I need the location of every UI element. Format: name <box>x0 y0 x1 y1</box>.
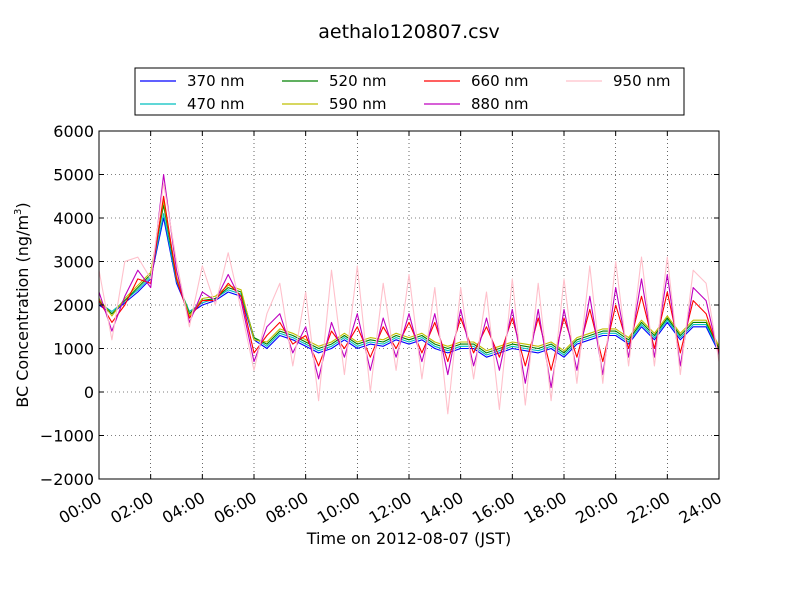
y-tick-label: −2000 <box>40 470 94 489</box>
series-line-660-nm <box>98 195 720 371</box>
y-axis-label-main: BC Concentration (ng/m <box>13 215 32 408</box>
x-tick-label: 14:00 <box>417 488 466 528</box>
y-tick-label: 2000 <box>53 296 94 315</box>
y-tick-label: 4000 <box>53 209 94 228</box>
x-tick-label: 12:00 <box>366 488 415 528</box>
legend-label-950-nm: 950 nm <box>613 72 671 90</box>
y-tick-label: 1000 <box>53 340 94 359</box>
grid <box>99 131 719 479</box>
legend-label-590-nm: 590 nm <box>329 95 387 113</box>
chart-title: aethalo120807.csv <box>318 21 500 43</box>
y-tick-label: 0 <box>84 383 94 402</box>
legend-label-370-nm: 370 nm <box>187 72 245 90</box>
ticks <box>98 130 720 480</box>
x-tick-label: 18:00 <box>521 488 570 528</box>
x-tick-label: 10:00 <box>314 488 363 528</box>
x-axis-label: Time on 2012-08-07 (JST) <box>306 529 511 548</box>
y-tick-label: 6000 <box>53 122 94 141</box>
legend-label-880-nm: 880 nm <box>471 95 529 113</box>
y-axis-label-sup: 3 <box>13 209 24 215</box>
y-axis-label-end: ) <box>13 202 32 208</box>
x-tick-label: 24:00 <box>676 488 725 528</box>
x-tick-label: 16:00 <box>469 488 518 528</box>
x-tick-label: 02:00 <box>107 488 156 528</box>
x-tick-labels: 00:00 02:00 04:00 06:00 08:00 10:00 12:00 14:00… <box>56 488 725 528</box>
x-tick-label: 06:00 <box>211 488 260 528</box>
x-tick-label: 04:00 <box>159 488 208 528</box>
y-axis-label: BC Concentration (ng/m3) <box>13 202 32 407</box>
legend-label-520-nm: 520 nm <box>329 72 387 90</box>
legend: 370 nm 470 nm 520 nm 590 nm 660 nm 880 nm 950 … <box>134 67 685 116</box>
series-line-880-nm <box>98 173 720 389</box>
series-line-590-nm <box>98 200 720 352</box>
y-tick-label: −1000 <box>40 427 94 446</box>
legend-label-470-nm: 470 nm <box>187 95 245 113</box>
legend-label-660-nm: 660 nm <box>471 72 529 90</box>
x-tick-label: 20:00 <box>572 488 621 528</box>
y-tick-label: 5000 <box>53 166 94 185</box>
y-tick-label: 3000 <box>53 253 94 272</box>
x-tick-label: 08:00 <box>262 488 311 528</box>
x-tick-label: 22:00 <box>624 488 673 528</box>
series-layer <box>98 173 720 415</box>
legend-box <box>134 67 685 116</box>
series-line-950-nm <box>98 182 720 415</box>
series-line-470-nm <box>98 213 720 356</box>
y-tick-labels: −2000 −1000 0 1000 2000 3000 4000 5000 6000 <box>40 122 94 489</box>
series-line-370-nm <box>98 217 720 358</box>
x-tick-label: 00:00 <box>56 488 105 528</box>
